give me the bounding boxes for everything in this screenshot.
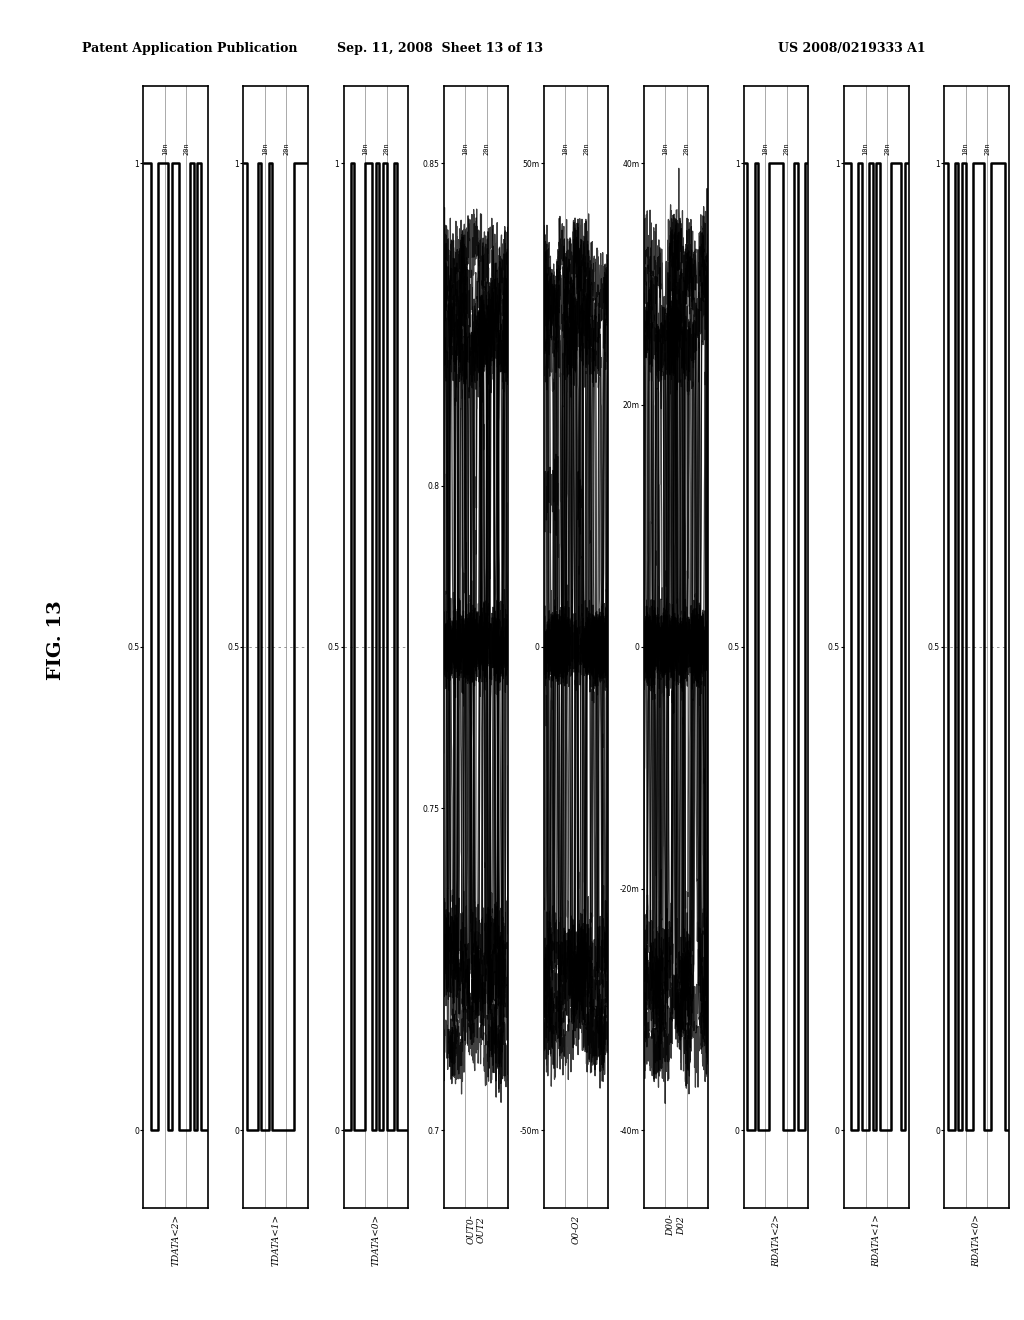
Text: 10n: 10n	[262, 143, 268, 156]
Text: 10n: 10n	[362, 143, 368, 156]
Text: 10n: 10n	[862, 143, 868, 156]
Text: 20n: 20n	[183, 143, 189, 156]
Text: RDATA<0>: RDATA<0>	[972, 1214, 981, 1267]
Text: 10n: 10n	[562, 143, 568, 156]
Text: 20n: 20n	[284, 143, 290, 156]
Text: US 2008/0219333 A1: US 2008/0219333 A1	[778, 42, 926, 55]
Text: FIG. 13: FIG. 13	[47, 601, 66, 680]
Text: 20n: 20n	[684, 143, 690, 156]
Text: O0-O2: O0-O2	[571, 1214, 581, 1243]
Text: 10n: 10n	[963, 143, 969, 156]
Text: TDATA<2>: TDATA<2>	[171, 1214, 180, 1266]
Text: 20n: 20n	[384, 143, 389, 156]
Text: OUT0-
OUT2: OUT0- OUT2	[466, 1214, 485, 1245]
Text: 10n: 10n	[462, 143, 468, 156]
Text: 10n: 10n	[162, 143, 168, 156]
Text: RDATA<1>: RDATA<1>	[871, 1214, 881, 1267]
Text: 20n: 20n	[884, 143, 890, 156]
Text: RDATA<2>: RDATA<2>	[772, 1214, 780, 1267]
Text: 20n: 20n	[584, 143, 590, 156]
Text: 10n: 10n	[763, 143, 768, 156]
Text: Patent Application Publication: Patent Application Publication	[82, 42, 297, 55]
Text: 20n: 20n	[984, 143, 990, 156]
Text: 10n: 10n	[663, 143, 669, 156]
Text: 20n: 20n	[483, 143, 489, 156]
Text: D00-
D02: D00- D02	[667, 1214, 686, 1236]
Text: 20n: 20n	[784, 143, 790, 156]
Text: Sep. 11, 2008  Sheet 13 of 13: Sep. 11, 2008 Sheet 13 of 13	[337, 42, 544, 55]
Text: TDATA<0>: TDATA<0>	[372, 1214, 380, 1266]
Text: TDATA<1>: TDATA<1>	[271, 1214, 281, 1266]
